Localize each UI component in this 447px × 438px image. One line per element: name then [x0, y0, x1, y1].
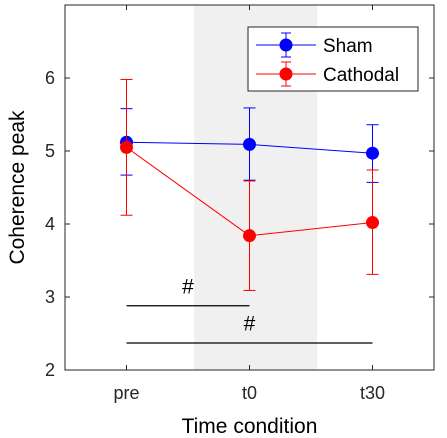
y-tick-label: 6	[45, 68, 55, 88]
significance-annotations: ##	[126, 275, 373, 344]
legend-label: Cathodal	[323, 65, 399, 86]
legend-marker	[279, 38, 293, 52]
x-tick-label: t0	[242, 383, 257, 403]
x-axis-label: Time condition	[182, 415, 318, 438]
series-sham	[120, 107, 379, 183]
x-tick-label: pre	[113, 383, 139, 403]
significance-label: #	[244, 313, 256, 336]
axes: 2 3 4 5 6 pre t0 t30	[45, 4, 435, 403]
data-point	[243, 229, 256, 243]
data-point	[366, 216, 379, 230]
x-tick-label: t30	[360, 383, 385, 403]
data-point	[120, 140, 133, 154]
series-layer	[120, 78, 379, 291]
legend-box	[247, 26, 419, 92]
significance-label: #	[182, 275, 194, 298]
legend-marker	[279, 67, 293, 81]
y-tick-label: 5	[45, 141, 55, 161]
y-axis-label: Coherence peak	[6, 110, 29, 265]
y-tick-label: 2	[45, 360, 55, 380]
series-cathodal	[120, 78, 379, 291]
data-point	[366, 146, 379, 160]
legend-label: Sham	[323, 36, 373, 57]
legend: Sham Cathodal	[247, 26, 419, 92]
y-tick-label: 3	[45, 287, 55, 307]
y-tick-label: 4	[45, 214, 55, 234]
data-point	[243, 137, 256, 151]
